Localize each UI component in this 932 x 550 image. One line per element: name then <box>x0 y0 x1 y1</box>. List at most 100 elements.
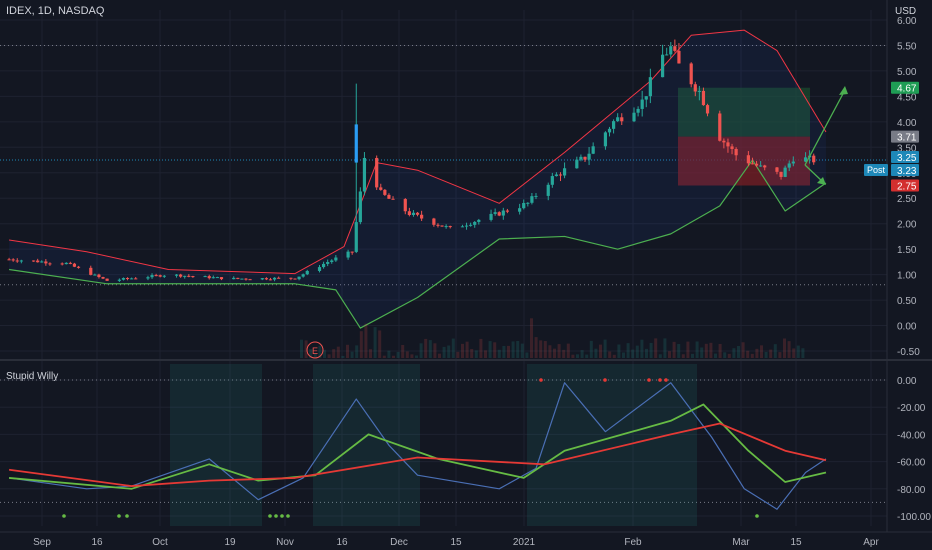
price-panel[interactable] <box>7 29 848 358</box>
volume-bar <box>723 352 727 358</box>
price-tick-label: 1.00 <box>897 271 917 282</box>
candle-body <box>669 46 673 55</box>
time-tick-label: Dec <box>390 537 408 548</box>
candle-body <box>330 260 334 263</box>
bollinger-lower <box>8 159 827 329</box>
candle-body <box>215 277 219 279</box>
candle-body <box>44 261 48 264</box>
oversold-dot <box>280 514 284 518</box>
volume-bar <box>488 341 492 358</box>
candle-body <box>158 275 162 277</box>
candle-body <box>207 276 211 279</box>
post-badge: Post <box>864 164 888 177</box>
indicator-title: Stupid Willy <box>6 371 58 382</box>
candle-body <box>232 277 236 280</box>
candle-body <box>489 213 493 220</box>
volume-bar <box>396 351 400 358</box>
earnings-label: E <box>312 346 318 356</box>
candle-body <box>383 189 387 195</box>
volume-bar <box>645 348 648 358</box>
volume-bar <box>346 344 349 358</box>
candle-body <box>754 163 759 166</box>
indicator-panel[interactable] <box>8 364 827 526</box>
candle-body <box>31 260 36 262</box>
candle-body <box>522 202 526 209</box>
projection-arrow-up-head <box>839 86 848 95</box>
volume-bar <box>511 341 515 358</box>
volume-bar <box>801 348 805 358</box>
candle-body <box>407 211 411 216</box>
price-badge-bg <box>891 164 919 177</box>
price-tick-label: 5.50 <box>897 41 917 52</box>
volume-bar <box>327 354 331 358</box>
price-tick-label: 2.00 <box>897 220 917 231</box>
candle-body <box>591 146 595 154</box>
time-tick-label: Sep <box>33 537 51 548</box>
volume-bar <box>622 352 625 358</box>
candle-body <box>701 90 706 106</box>
volume-bar <box>580 350 584 358</box>
candle-body <box>403 199 407 212</box>
candle-body <box>150 275 154 278</box>
volume-bar <box>755 348 759 358</box>
candle-body <box>562 168 567 176</box>
overbought-dot <box>647 378 651 382</box>
candle-body <box>11 259 15 261</box>
volume-bar <box>746 350 750 358</box>
price-badge-label: 3.25 <box>897 153 917 164</box>
time-tick-label: Nov <box>276 537 294 548</box>
candle-body <box>301 274 305 277</box>
volume-bar <box>484 350 487 358</box>
volume-bar <box>300 339 303 358</box>
candle-body <box>640 99 644 109</box>
price-tick-label: 3.50 <box>897 143 917 154</box>
candle-body <box>183 275 187 277</box>
volume-bar <box>387 350 391 358</box>
volume-bar <box>309 349 313 358</box>
time-tick-label: 16 <box>336 537 348 548</box>
volume-bar <box>617 344 621 358</box>
volume-bar <box>566 343 570 358</box>
long-stop-zone[interactable] <box>678 136 810 186</box>
candle-body <box>48 263 52 265</box>
oversold-dot <box>125 514 129 518</box>
volume-bar <box>415 355 418 358</box>
time-tick-label: Oct <box>152 537 168 548</box>
candle-body <box>787 163 791 168</box>
volume-bar <box>433 343 437 358</box>
volume-bar <box>313 352 317 358</box>
candle-body <box>464 225 469 227</box>
candle-body <box>293 278 297 280</box>
price-badge-label: 2.75 <box>897 182 917 193</box>
volume-bar <box>355 345 359 358</box>
candle-body <box>317 267 322 271</box>
volume-bar <box>612 354 616 358</box>
volume-bar <box>760 345 763 358</box>
position-zones[interactable] <box>678 87 810 186</box>
candle-body <box>375 157 379 188</box>
projection-arrow-down-head <box>817 177 826 185</box>
candlesticks[interactable] <box>7 39 816 282</box>
candle-body <box>783 167 787 177</box>
time-tick-label: 15 <box>790 537 802 548</box>
price-badge: 3.23 <box>891 164 919 177</box>
candle-body <box>473 221 477 225</box>
volume-bar <box>589 340 593 358</box>
volume-bar <box>741 342 745 358</box>
candle-body <box>174 274 179 276</box>
earnings-marker[interactable]: E <box>306 341 324 359</box>
signal-zone <box>170 364 262 526</box>
long-target-zone[interactable] <box>678 87 810 137</box>
volume-bar <box>635 345 639 358</box>
candle-body <box>203 276 207 278</box>
volume-bar <box>626 343 630 358</box>
candle-body <box>534 195 538 197</box>
price-tick-label: 4.00 <box>897 118 917 129</box>
volume-bar <box>401 345 405 358</box>
candle-body <box>763 165 767 168</box>
candle-body <box>268 279 273 281</box>
candle-body <box>101 277 105 279</box>
volume-bar <box>456 351 460 358</box>
time-tick-label: Mar <box>732 537 750 548</box>
